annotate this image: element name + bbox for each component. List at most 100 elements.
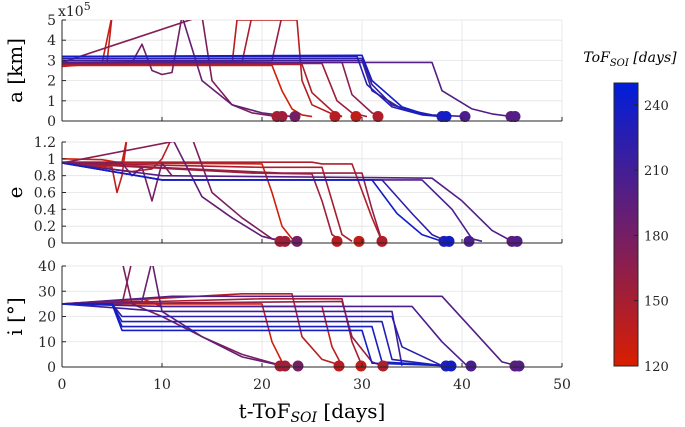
series-line (62, 298, 363, 367)
end-marker (465, 360, 477, 372)
series-line (62, 142, 175, 164)
series-line (62, 295, 518, 367)
y-tick-label: 20 (38, 310, 56, 326)
series-line (62, 142, 128, 194)
series-line (62, 162, 383, 242)
colorbar-gradient (613, 82, 639, 367)
grid (61, 19, 563, 122)
end-markers (274, 235, 523, 247)
end-marker (276, 111, 288, 123)
x-tick-label: 30 (353, 377, 371, 393)
end-marker (350, 111, 362, 123)
series-line (182, 20, 293, 118)
colorbar-title: ToFSOI [days] (583, 50, 677, 69)
series-line (62, 20, 193, 64)
x-tick-label: 10 (153, 377, 171, 393)
y-tick-label: 0.4 (34, 202, 56, 218)
end-marker (331, 235, 343, 247)
series-line (62, 57, 443, 118)
series-line (152, 266, 283, 367)
colorbar-tick-label: 120 (644, 360, 669, 375)
y-tick-label: 0 (47, 114, 56, 130)
x-tick-label: 50 (553, 377, 571, 393)
end-marker (279, 235, 291, 247)
x-tick-label: 40 (453, 377, 471, 393)
colorbar-tick-label: 210 (644, 164, 669, 179)
x-axis-label: t-ToFSOI [days] (239, 399, 386, 426)
y-exponent-label: x105 (58, 0, 91, 20)
end-marker (333, 360, 345, 372)
series-line (62, 158, 303, 243)
colorbar: 120 150 180 210 240 ToFSOI [days] (583, 50, 677, 375)
y-tick-label: 4 (47, 33, 56, 49)
y-exponent-power: 5 (84, 0, 91, 13)
end-marker (292, 360, 304, 372)
end-marker (355, 360, 367, 372)
y-tick-label: 0.8 (34, 169, 56, 185)
y-tick-label: 5 (47, 13, 56, 29)
y-tick-label: 30 (38, 284, 56, 300)
eccentricity-panel: 00.20.40.60.811.2 e (3, 135, 563, 252)
x-tick-label: 0 (58, 377, 67, 393)
series-line (173, 142, 283, 243)
series-line (62, 298, 343, 367)
end-marker (463, 235, 475, 247)
end-markers (271, 111, 521, 123)
end-marker (291, 235, 303, 247)
series-line (62, 54, 448, 118)
series-line (62, 63, 343, 118)
series-line (62, 303, 468, 367)
series-line (122, 266, 283, 367)
y-tick-label: 0 (47, 236, 56, 252)
end-marker (443, 235, 455, 247)
series-lines (62, 266, 518, 367)
semi-major-axis-panel: 0 1 2 3 4 5 a [km] x105 (3, 0, 563, 130)
y-tick-label: 0.2 (34, 219, 56, 235)
end-marker (376, 235, 388, 247)
end-marker (440, 111, 452, 123)
y-axis-label: i [°] (3, 297, 27, 335)
series-line (62, 61, 513, 118)
series-line (62, 303, 403, 366)
series-line (62, 20, 343, 118)
y-tick-label: 2 (47, 74, 56, 90)
y-tick-label: 3 (47, 53, 56, 69)
series-line (62, 266, 132, 305)
y-axis-label: a [km] (3, 38, 27, 103)
end-marker (513, 360, 525, 372)
series-line (62, 303, 293, 367)
colorbar-tick-label: 240 (644, 99, 669, 114)
y-tick-label: 0 (47, 360, 56, 376)
end-markers (274, 360, 525, 372)
series-line (62, 266, 152, 305)
series-line (62, 162, 443, 243)
end-marker (377, 360, 389, 372)
x-tick-label: 20 (253, 377, 271, 393)
y-tick-label: 1.2 (34, 135, 56, 151)
series-line (62, 162, 353, 242)
y-axis-label: e (3, 187, 27, 199)
series-line (201, 20, 278, 118)
end-marker (353, 235, 365, 247)
series-lines (62, 20, 513, 118)
end-marker (329, 111, 341, 123)
end-marker (372, 111, 384, 123)
y-tick-label: 0.6 (34, 186, 56, 202)
series-line (62, 162, 483, 243)
colorbar-tick-label: 150 (644, 295, 669, 310)
series-line (62, 162, 343, 242)
end-marker (509, 111, 521, 123)
end-marker (445, 360, 457, 372)
y-tick-label: 1 (47, 152, 56, 168)
series-line (62, 162, 173, 202)
series-line (62, 64, 313, 118)
y-tick-label: 40 (38, 259, 56, 275)
end-marker (511, 235, 523, 247)
end-marker (289, 111, 301, 123)
grid (61, 141, 563, 244)
colorbar-tick-label: 180 (644, 229, 669, 244)
end-marker (279, 360, 291, 372)
end-marker (459, 111, 471, 123)
y-tick-label: 10 (38, 335, 56, 351)
